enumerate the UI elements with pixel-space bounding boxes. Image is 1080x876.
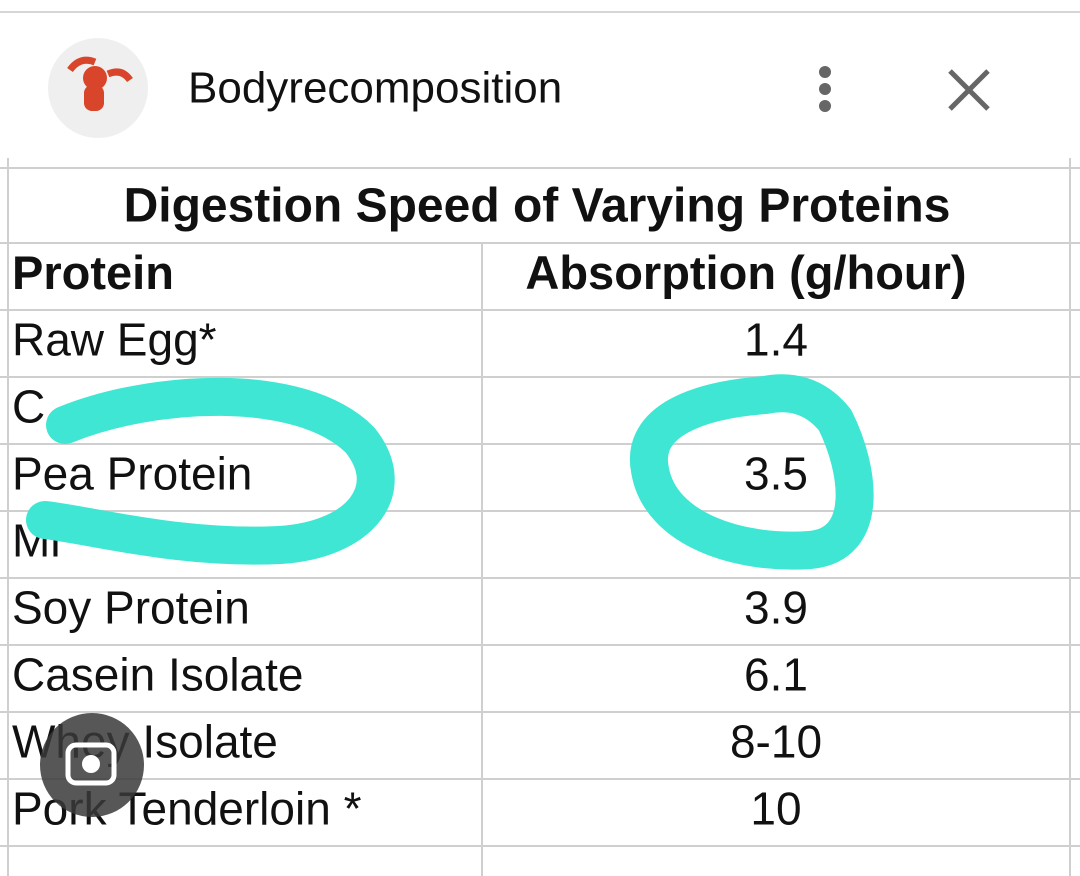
protein-cell: Pea Protein [12, 448, 252, 500]
absorption-cell: 6.1 [744, 649, 808, 701]
monkey-logo [67, 56, 133, 111]
more-menu[interactable] [819, 66, 831, 112]
lens-button[interactable] [40, 713, 144, 817]
absorption-cell: 10 [750, 783, 801, 835]
table-title: Digestion Speed of Varying Proteins [124, 180, 951, 233]
column-header: Absorption (g/hour) [525, 246, 966, 299]
absorption-cell: 8-10 [730, 716, 822, 768]
absorption-cell: 3.9 [744, 582, 808, 634]
protein-cell: C [12, 381, 45, 433]
scribbles [26, 374, 874, 570]
protein-cell: Casein Isolate [12, 649, 304, 701]
site-title: Bodyrecomposition [188, 64, 562, 113]
close-button[interactable] [948, 69, 990, 111]
column-header: Protein [12, 246, 174, 299]
protein-cell: Raw Egg* [12, 314, 217, 366]
protein-cell: Soy Protein [12, 582, 250, 634]
table: Digestion Speed of Varying Proteins Prote… [0, 158, 1080, 876]
absorption-cell: 3.5 [744, 448, 808, 500]
absorption-cell: 1.4 [744, 314, 808, 366]
